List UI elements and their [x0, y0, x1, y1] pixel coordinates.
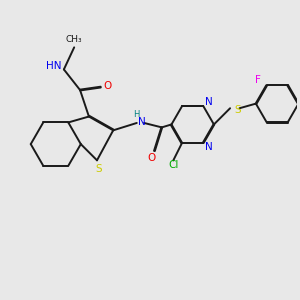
Text: Cl: Cl	[168, 160, 178, 170]
Text: N: N	[205, 142, 212, 152]
Text: N: N	[138, 117, 146, 127]
Text: N: N	[205, 97, 212, 107]
Text: O: O	[147, 153, 156, 163]
Text: S: S	[95, 164, 102, 173]
Text: F: F	[255, 75, 261, 85]
Text: HN: HN	[46, 61, 61, 71]
Text: S: S	[234, 105, 241, 115]
Text: O: O	[103, 81, 111, 91]
Text: CH₃: CH₃	[66, 34, 82, 43]
Text: H: H	[134, 110, 140, 118]
